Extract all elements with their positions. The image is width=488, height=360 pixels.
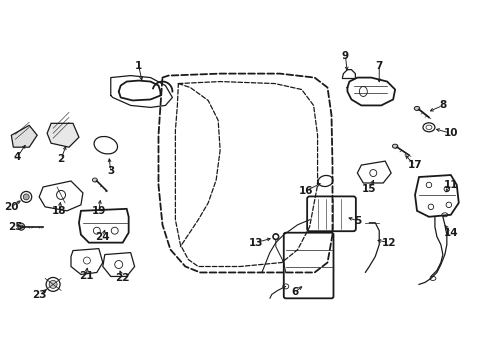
Text: 3: 3: [107, 166, 114, 176]
Text: 12: 12: [381, 238, 396, 248]
Text: 17: 17: [407, 160, 422, 170]
Ellipse shape: [391, 144, 397, 148]
Text: 6: 6: [290, 287, 298, 297]
Ellipse shape: [413, 107, 419, 111]
Text: 20: 20: [4, 202, 19, 212]
Ellipse shape: [23, 194, 29, 200]
Text: 11: 11: [443, 180, 457, 190]
Text: 22: 22: [115, 274, 130, 283]
Text: 7: 7: [375, 60, 382, 71]
Ellipse shape: [49, 280, 57, 288]
Text: 8: 8: [438, 100, 446, 111]
Text: 21: 21: [79, 271, 93, 282]
Text: 2: 2: [57, 154, 64, 164]
Ellipse shape: [18, 223, 25, 230]
Text: 23: 23: [32, 291, 46, 300]
Text: 25: 25: [8, 222, 22, 232]
Text: 10: 10: [443, 128, 457, 138]
Polygon shape: [47, 123, 79, 147]
Text: 24: 24: [95, 232, 110, 242]
Text: 1: 1: [135, 60, 142, 71]
Text: 5: 5: [353, 216, 360, 226]
Text: 13: 13: [248, 238, 263, 248]
Text: 9: 9: [341, 51, 348, 61]
Text: 16: 16: [298, 186, 312, 196]
Ellipse shape: [92, 178, 97, 182]
Text: 14: 14: [443, 228, 457, 238]
Text: 19: 19: [91, 206, 106, 216]
Text: 15: 15: [361, 184, 376, 194]
Text: 18: 18: [52, 206, 66, 216]
Text: 4: 4: [14, 152, 21, 162]
Polygon shape: [11, 125, 37, 147]
